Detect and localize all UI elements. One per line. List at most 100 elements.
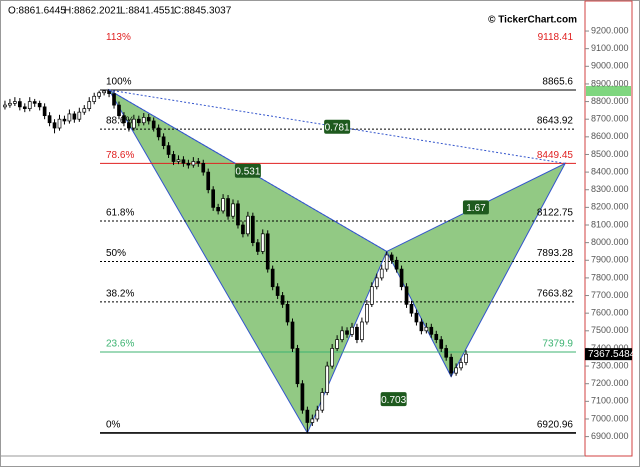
- candle-body: [325, 365, 330, 393]
- fib-ratio-label: 38.2%: [106, 289, 134, 300]
- candle-body: [37, 102, 42, 108]
- fib-ratio-label: 113%: [106, 32, 131, 43]
- y-tick-label: 7200.000: [591, 378, 629, 388]
- candle-body: [52, 122, 57, 129]
- ratio-box: [324, 119, 351, 134]
- candle-body: [434, 333, 439, 340]
- ratio-label: 0.703: [381, 395, 406, 406]
- candle-body: [22, 106, 27, 109]
- ratio-box: [462, 200, 489, 215]
- candle-body: [196, 161, 201, 164]
- candle-body: [414, 312, 419, 323]
- candle-body: [394, 259, 399, 270]
- y-tick-label: 7000.000: [591, 413, 629, 423]
- header-close: C:8845.3037: [174, 6, 232, 17]
- y-tick-label: 7500.000: [591, 325, 629, 335]
- candle-body: [246, 215, 250, 235]
- candle-body: [231, 203, 235, 217]
- candle-body: [320, 392, 325, 411]
- y-tick-label: 7600.000: [591, 308, 629, 318]
- candle-body: [112, 93, 116, 106]
- ratio-label: 0.781: [325, 122, 350, 133]
- candle-body: [87, 101, 92, 109]
- candle-body: [409, 304, 414, 314]
- candle-body: [310, 418, 315, 423]
- y-tick-label: 8700.000: [591, 114, 629, 124]
- candle-body: [141, 117, 146, 124]
- candle-body: [305, 409, 310, 423]
- candle-body: [300, 383, 305, 411]
- fib-value-label: 8449.45: [537, 150, 574, 161]
- candle-body: [206, 171, 211, 191]
- candle-body: [270, 268, 275, 288]
- y-tick-label: 8200.000: [591, 202, 629, 212]
- price-highlight: [586, 86, 631, 96]
- candle-body: [166, 145, 171, 155]
- candle-body: [117, 104, 121, 117]
- last-price-box: [585, 348, 632, 361]
- candle-body: [226, 198, 230, 217]
- candle-body: [211, 189, 216, 208]
- candle-body: [350, 326, 354, 335]
- candle-body: [221, 198, 225, 212]
- candle-body: [384, 254, 389, 270]
- candle-body: [13, 101, 17, 104]
- y-tick-label: 9100.000: [591, 43, 629, 53]
- fib-value-label: 9118.41: [538, 32, 574, 43]
- fib-value-label: 7379.9: [542, 339, 573, 350]
- fib-ratio-label: 61.8%: [106, 208, 134, 219]
- last-price-label: 7367.5484: [588, 349, 636, 360]
- candle-body: [8, 102, 12, 106]
- candle-body: [102, 90, 106, 94]
- header-open: O:8861.6445: [8, 6, 66, 17]
- y-tick-label: 8600.000: [591, 131, 629, 141]
- y-tick-label: 8800.000: [591, 96, 629, 106]
- candle-body: [3, 104, 7, 108]
- candle-body: [355, 326, 359, 340]
- candle-body: [216, 207, 220, 212]
- candle-body: [255, 242, 260, 252]
- y-tick-label: 7700.000: [591, 290, 629, 300]
- candle-body: [67, 113, 72, 122]
- candle-body: [181, 159, 186, 164]
- candle-body: [365, 304, 369, 323]
- candle-body: [444, 348, 449, 358]
- y-tick-label: 8900.000: [591, 78, 629, 88]
- candle-body: [151, 120, 156, 129]
- candle-body: [236, 203, 240, 226]
- y-tick-label: 9200.000: [591, 25, 629, 35]
- candle-body: [72, 113, 77, 120]
- candle-body: [176, 159, 181, 162]
- y-tick-label: 8100.000: [591, 219, 629, 229]
- candle-body: [186, 162, 191, 166]
- fib-value-label: 8122.75: [537, 208, 574, 219]
- ratio-box: [234, 163, 261, 178]
- candle-body: [62, 118, 67, 122]
- y-tick-label: 6900.000: [591, 431, 629, 441]
- candle-body: [260, 233, 265, 252]
- candle-body: [379, 268, 384, 279]
- candle-body: [57, 118, 62, 129]
- candle-body: [449, 356, 453, 374]
- ratio-label: 1.67: [466, 203, 486, 214]
- fib-ratio-label: 0%: [106, 420, 121, 431]
- y-tick-label: 7100.000: [591, 396, 629, 406]
- candle-body: [340, 330, 344, 340]
- candle-body: [374, 277, 379, 288]
- candle-body: [439, 339, 444, 349]
- candle-body: [290, 321, 295, 349]
- y-tick-label: 8400.000: [591, 166, 629, 176]
- y-tick-label: 7800.000: [591, 272, 629, 282]
- y-tick-label: 7900.000: [591, 255, 629, 265]
- candle-body: [389, 254, 394, 261]
- candle-body: [42, 106, 47, 117]
- fib-ratio-label: 23.6%: [106, 339, 134, 350]
- y-tick-label: 7400.000: [591, 343, 629, 353]
- candle-body: [295, 348, 300, 385]
- y-tick-label: 8000.000: [591, 237, 629, 247]
- candle-body: [122, 115, 126, 124]
- candle-body: [335, 339, 339, 349]
- y-tick-label: 8300.000: [591, 184, 629, 194]
